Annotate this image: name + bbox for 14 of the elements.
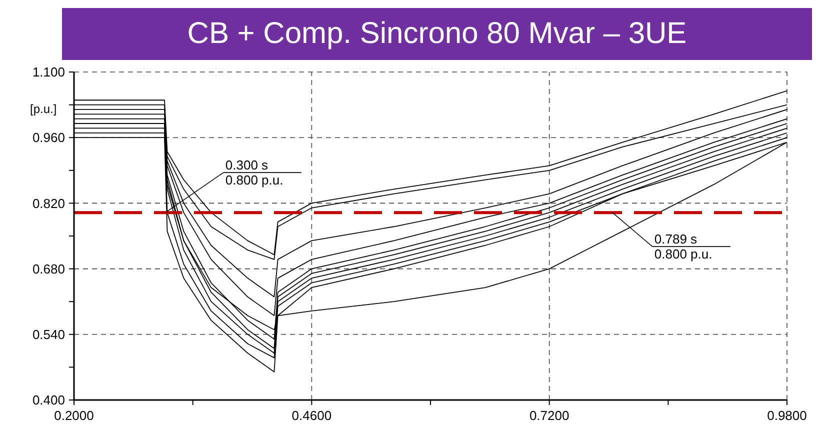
annotation: 0.300 s 0.800 p.u. [225,158,284,188]
y-tick-label: 0.960 [32,130,65,146]
chart-title: CB + Comp. Sincrono 80 Mvar – 3UE [62,8,812,60]
y-axis-title: [p.u.] [30,102,57,116]
x-tick-label: 0.7200 [529,408,570,424]
x-tick-label: 0.4600 [292,408,332,424]
y-tick-label: 0.540 [32,327,65,342]
annotation: 0.789 s 0.800 p.u. [654,232,712,262]
y-tick-label: 0.400 [32,392,65,408]
y-tick-label: 1.100 [32,64,65,80]
y-tick-label: 0.820 [32,196,65,211]
x-tick-label: 0.2000 [54,408,94,424]
y-tick-label: 0.680 [32,261,65,276]
x-tick-label: 0.9800 [767,408,807,424]
